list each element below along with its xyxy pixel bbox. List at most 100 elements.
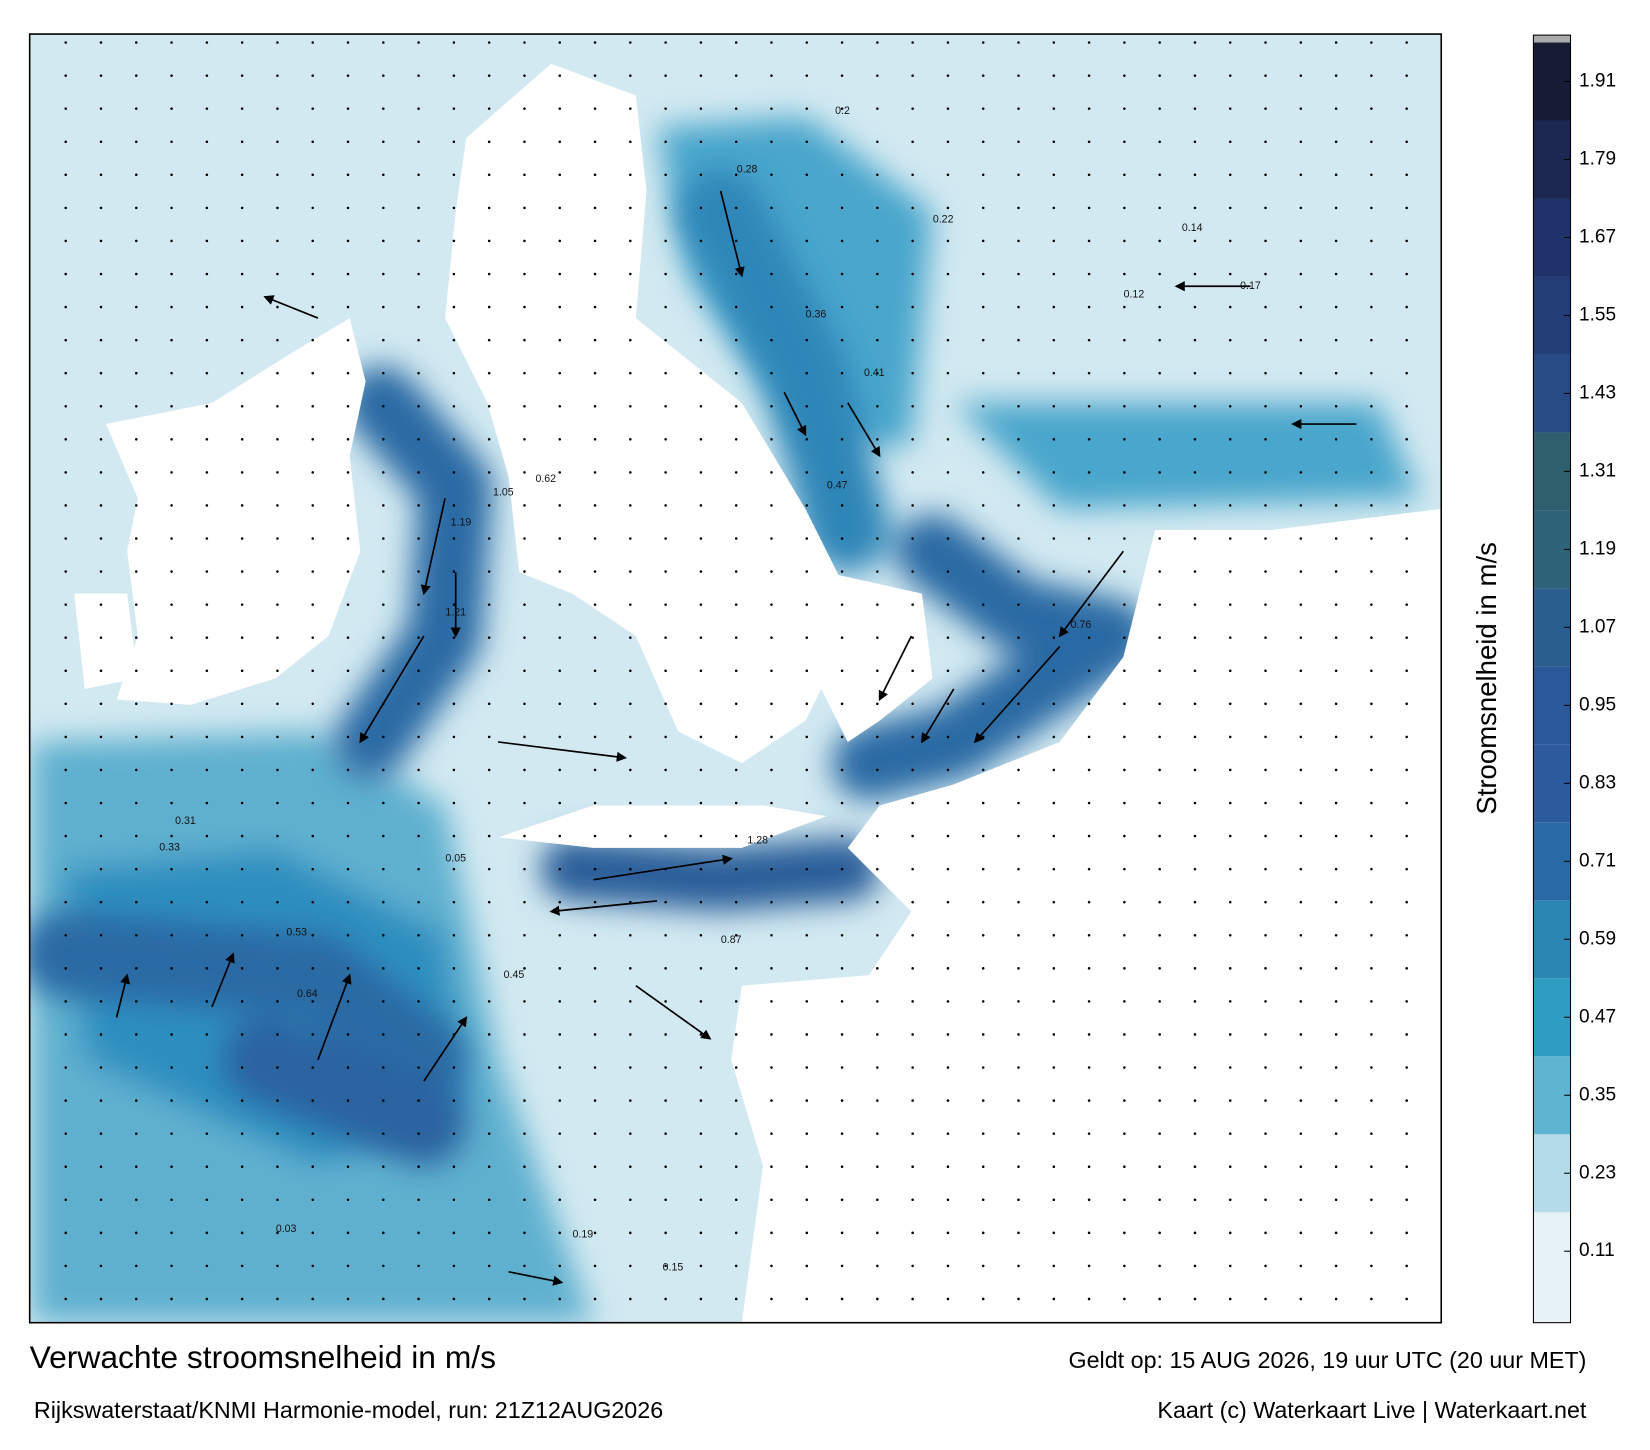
grid-dot xyxy=(911,537,914,540)
grid-dot xyxy=(1228,239,1232,243)
grid-dot xyxy=(911,1264,914,1268)
grid-dot xyxy=(1052,404,1056,408)
grid-dot xyxy=(558,570,562,573)
grid-dot xyxy=(558,371,562,375)
grid-dot xyxy=(1158,768,1161,772)
grid-dot xyxy=(346,404,350,408)
grid-dot xyxy=(664,768,667,772)
grid-dot xyxy=(170,1297,173,1301)
grid-dot xyxy=(1370,206,1373,210)
grid-dot xyxy=(99,173,103,177)
grid-dot xyxy=(593,1132,597,1135)
grid-dot xyxy=(99,768,103,772)
grid-dot xyxy=(1228,570,1232,573)
grid-dot xyxy=(840,1000,844,1003)
grid-dot xyxy=(911,272,914,276)
grid-dot xyxy=(1158,537,1161,540)
grid-dot xyxy=(1334,140,1338,143)
grid-dot xyxy=(135,1231,138,1235)
grid-dot xyxy=(1158,239,1161,243)
grid-dot xyxy=(1017,834,1020,838)
grid-dot xyxy=(629,305,632,309)
grid-dot xyxy=(1017,338,1020,342)
grid-dot xyxy=(1264,74,1267,77)
grid-dot xyxy=(170,1099,173,1102)
grid-dot xyxy=(99,74,103,77)
grid-dot xyxy=(1158,1066,1161,1069)
grid-dot xyxy=(629,867,632,871)
grid-dot xyxy=(981,438,985,441)
grid-dot xyxy=(64,537,67,540)
grid-dot xyxy=(99,1099,103,1102)
grid-dot xyxy=(1370,173,1373,177)
current-arrow xyxy=(420,498,446,596)
grid-dot xyxy=(734,967,738,970)
credit: Kaart (c) Waterkaart Live | Waterkaart.n… xyxy=(1157,1397,1587,1423)
grid-dot xyxy=(64,768,67,772)
grid-dot xyxy=(664,1099,667,1102)
grid-dot xyxy=(1087,801,1091,805)
grid-dot xyxy=(382,967,385,970)
grid-dot xyxy=(1334,272,1338,276)
grid-dot xyxy=(170,1231,173,1235)
grid-dot xyxy=(593,768,597,772)
grid-dot xyxy=(946,1033,950,1036)
grid-dot xyxy=(523,107,526,110)
grid-dot xyxy=(170,140,173,143)
grid-dot xyxy=(699,603,703,606)
grid-dot xyxy=(276,1099,279,1102)
grid-dot xyxy=(981,41,985,44)
grid-dot xyxy=(1228,537,1232,540)
grid-dot xyxy=(946,768,950,772)
colorbar-tick-label: 0.11 xyxy=(1579,1240,1615,1261)
grid-dot xyxy=(346,305,350,309)
grid-dot xyxy=(135,471,138,474)
grid-dot xyxy=(629,371,632,375)
grid-dot xyxy=(205,603,209,606)
grid-dot xyxy=(911,1000,914,1003)
grid-dot xyxy=(981,1099,985,1102)
grid-dot xyxy=(346,1000,350,1003)
grid-dot xyxy=(64,239,67,243)
grid-dot xyxy=(770,1264,773,1268)
grid-dot xyxy=(734,1000,738,1003)
grid-dot xyxy=(770,1297,773,1301)
grid-dot xyxy=(1370,867,1373,871)
grid-dot xyxy=(487,1264,491,1268)
grid-dot xyxy=(170,107,173,110)
grid-dot xyxy=(1123,1198,1126,1202)
grid-dot xyxy=(981,206,985,210)
grid-dot xyxy=(1123,1132,1126,1135)
grid-dot xyxy=(311,338,314,342)
speed-label: 0.2 xyxy=(835,105,850,117)
grid-dot xyxy=(1334,1297,1338,1301)
grid-dot xyxy=(1334,504,1338,507)
grid-dot xyxy=(1334,305,1338,309)
grid-dot xyxy=(311,74,314,77)
grid-dot xyxy=(452,206,456,210)
grid-dot xyxy=(1334,1165,1338,1168)
grid-dot xyxy=(1017,900,1020,904)
grid-dot xyxy=(699,702,703,706)
grid-dot xyxy=(452,1000,456,1003)
grid-dot xyxy=(382,933,385,937)
grid-dot xyxy=(1017,603,1020,606)
grid-dot xyxy=(593,1033,597,1036)
grid-dot xyxy=(417,537,420,540)
grid-dot xyxy=(946,537,950,540)
grid-dot xyxy=(1405,636,1408,639)
grid-dot xyxy=(382,1297,385,1301)
grid-dot xyxy=(417,570,420,573)
grid-dot xyxy=(593,107,597,110)
grid-dot xyxy=(99,1264,103,1268)
grid-dot xyxy=(664,801,667,805)
grid-dot xyxy=(734,74,738,77)
grid-dot xyxy=(1087,603,1091,606)
grid-dot xyxy=(135,702,138,706)
grid-dot xyxy=(135,603,138,606)
grid-dot xyxy=(1158,504,1161,507)
grid-dot xyxy=(1228,371,1232,375)
grid-dot xyxy=(487,834,491,838)
grid-dot xyxy=(417,504,420,507)
grid-dot xyxy=(1334,239,1338,243)
